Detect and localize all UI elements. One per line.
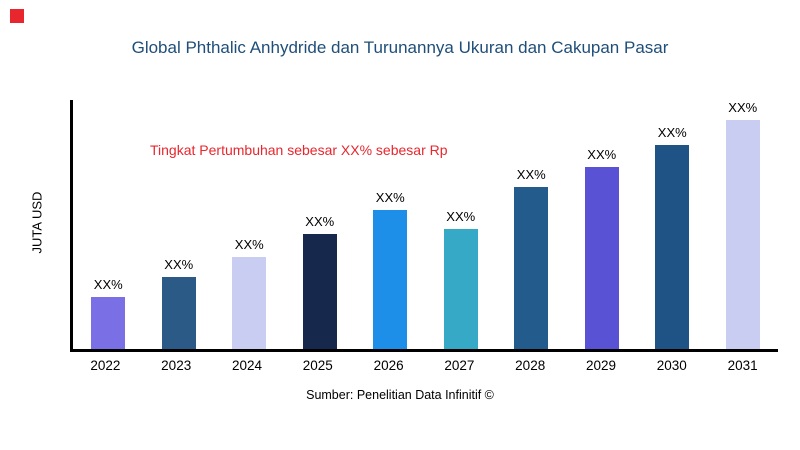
x-axis-tick-label: 2022 bbox=[90, 358, 121, 373]
plot-area: XX% XX% XX% XX% XX% XX% XX% XX% XX% XX% bbox=[70, 100, 778, 352]
bar-group: XX% bbox=[496, 100, 567, 349]
plot-wrapper: Tingkat Pertumbuhan sebesar XX% sebesar … bbox=[70, 100, 778, 373]
x-axis-tick-label: 2029 bbox=[585, 358, 617, 373]
bar[interactable] bbox=[302, 234, 337, 349]
bar-group: XX% bbox=[708, 100, 779, 349]
bar-group: XX% bbox=[426, 100, 497, 349]
x-axis-tick-label: 2028 bbox=[515, 358, 546, 373]
x-axis-labels: 2022 2023 2024 2025 2026 2027 2028 2029 2030 2031 bbox=[70, 358, 778, 373]
bar[interactable] bbox=[514, 187, 549, 349]
bar-value-label: XX% bbox=[657, 124, 687, 140]
bar[interactable] bbox=[655, 144, 690, 349]
bar[interactable] bbox=[161, 276, 196, 349]
bar-value-label: XX% bbox=[93, 276, 123, 292]
bar-value-label: XX% bbox=[516, 167, 546, 183]
bar[interactable] bbox=[443, 229, 478, 349]
growth-annotation: Tingkat Pertumbuhan sebesar XX% sebesar … bbox=[150, 142, 448, 158]
bar-group: XX% bbox=[73, 100, 144, 349]
bar-value-label: XX% bbox=[164, 256, 194, 272]
source-caption: Sumber: Penelitian Data Infinitif © bbox=[306, 388, 494, 402]
bar[interactable] bbox=[232, 256, 267, 349]
bar[interactable] bbox=[373, 209, 408, 349]
bar[interactable] bbox=[584, 167, 619, 349]
bar-value-label: XX% bbox=[446, 209, 476, 225]
chart-title: Global Phthalic Anhydride dan Turunannya… bbox=[131, 38, 669, 57]
bar-value-label: XX% bbox=[305, 214, 335, 230]
x-axis-tick-label: 2026 bbox=[373, 358, 404, 373]
bar-group: XX% bbox=[637, 100, 708, 349]
x-axis-tick-label: 2027 bbox=[444, 358, 475, 373]
x-axis-tick-label: 2025 bbox=[302, 358, 333, 373]
x-axis-tick-label: 2031 bbox=[727, 358, 758, 373]
bar-group: XX% bbox=[144, 100, 215, 349]
y-axis-label: JUTA USD bbox=[29, 191, 45, 254]
bar-value-label: XX% bbox=[375, 189, 405, 205]
bar-group: XX% bbox=[355, 100, 426, 349]
bar-group: XX% bbox=[285, 100, 356, 349]
bar-value-label: XX% bbox=[728, 100, 758, 115]
x-axis-tick-label: 2024 bbox=[231, 358, 263, 373]
bar-value-label: XX% bbox=[587, 147, 617, 163]
x-axis-tick-label: 2030 bbox=[656, 358, 687, 373]
bar-group: XX% bbox=[214, 100, 285, 349]
bar-group: XX% bbox=[567, 100, 638, 349]
x-axis-tick-label: 2023 bbox=[161, 358, 192, 373]
bar[interactable] bbox=[725, 120, 760, 349]
bar-value-label: XX% bbox=[234, 236, 264, 252]
red-square-marker bbox=[10, 9, 24, 23]
bar[interactable] bbox=[91, 296, 126, 349]
